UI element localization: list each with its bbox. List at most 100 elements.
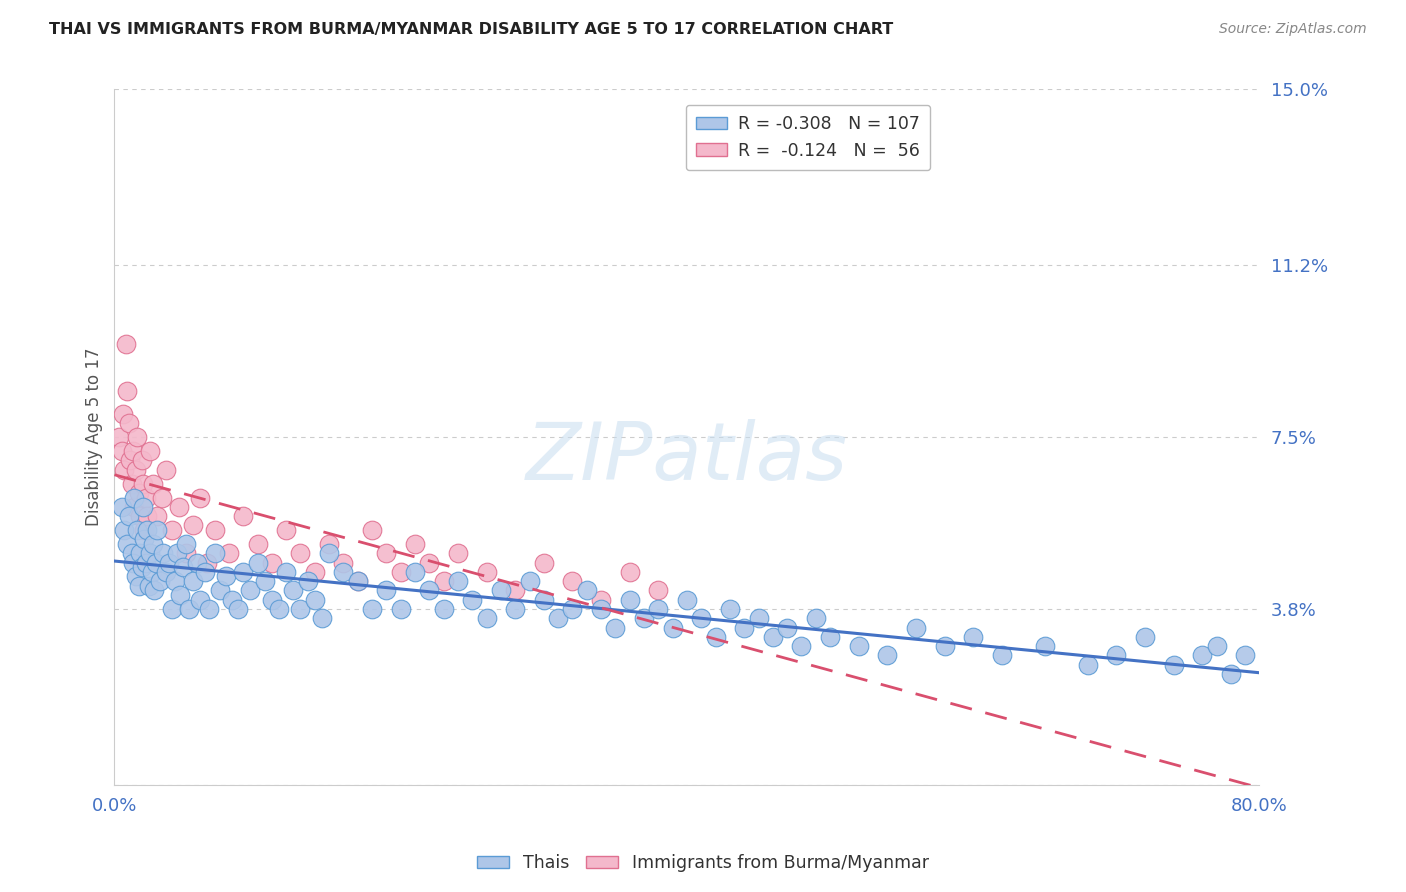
Point <box>290 546 312 560</box>
Point <box>1191 648 1213 663</box>
Point <box>124 500 146 514</box>
Legend: R = -0.308   N = 107, R =  -0.124   N =  56: R = -0.308 N = 107, R = -0.124 N = 56 <box>686 104 931 170</box>
Point <box>260 556 283 570</box>
Point <box>181 518 204 533</box>
Point <box>475 611 498 625</box>
Point <box>143 583 166 598</box>
Point <box>904 621 927 635</box>
Point <box>447 546 470 560</box>
Point <box>389 565 412 579</box>
Point <box>125 569 148 583</box>
Point <box>404 537 426 551</box>
Point <box>747 611 769 625</box>
Point <box>128 486 150 500</box>
Point <box>533 592 555 607</box>
Point <box>332 565 354 579</box>
Point <box>260 592 283 607</box>
Point <box>204 523 226 537</box>
Point <box>134 523 156 537</box>
Point <box>188 592 211 607</box>
Point <box>418 556 440 570</box>
Point <box>591 602 613 616</box>
Point <box>150 491 173 505</box>
Point <box>110 444 132 458</box>
Point <box>519 574 541 588</box>
Point <box>221 592 243 607</box>
Point <box>762 630 785 644</box>
Point <box>1133 630 1156 644</box>
Legend: Thais, Immigrants from Burma/Myanmar: Thais, Immigrants from Burma/Myanmar <box>471 847 935 879</box>
Point <box>135 491 157 505</box>
Point <box>267 602 290 616</box>
Point <box>141 565 163 579</box>
Point <box>253 574 276 588</box>
Point <box>690 611 713 625</box>
Point <box>718 602 741 616</box>
Point <box>461 592 484 607</box>
Point <box>962 630 984 644</box>
Point <box>152 546 174 560</box>
Point <box>226 602 249 616</box>
Point <box>142 537 165 551</box>
Point <box>197 556 219 570</box>
Point <box>1033 639 1056 653</box>
Point <box>139 444 162 458</box>
Point <box>776 621 799 635</box>
Point <box>131 560 153 574</box>
Point <box>647 583 669 598</box>
Point <box>155 463 177 477</box>
Point <box>418 583 440 598</box>
Point <box>489 583 512 598</box>
Point <box>318 546 340 560</box>
Point <box>346 574 368 588</box>
Point <box>246 537 269 551</box>
Point <box>169 588 191 602</box>
Point <box>145 556 167 570</box>
Point <box>131 453 153 467</box>
Point <box>276 565 298 579</box>
Point <box>122 444 145 458</box>
Point <box>172 560 194 574</box>
Point <box>561 602 583 616</box>
Point <box>167 500 190 514</box>
Point <box>676 592 699 607</box>
Point <box>876 648 898 663</box>
Point <box>134 533 156 547</box>
Point <box>991 648 1014 663</box>
Point <box>633 611 655 625</box>
Point <box>215 569 238 583</box>
Point <box>117 537 139 551</box>
Point <box>361 602 384 616</box>
Point <box>232 565 254 579</box>
Point <box>447 574 470 588</box>
Point <box>129 509 152 524</box>
Point <box>107 430 129 444</box>
Point <box>433 602 456 616</box>
Point <box>283 583 305 598</box>
Point <box>174 546 197 560</box>
Point <box>160 523 183 537</box>
Point <box>591 592 613 607</box>
Point <box>149 574 172 588</box>
Point <box>311 611 333 625</box>
Point <box>174 537 197 551</box>
Point <box>848 639 870 653</box>
Point <box>619 592 641 607</box>
Point <box>194 565 217 579</box>
Point <box>404 565 426 579</box>
Y-axis label: Disability Age 5 to 17: Disability Age 5 to 17 <box>86 348 103 526</box>
Point <box>375 583 398 598</box>
Point <box>647 602 669 616</box>
Point <box>818 630 841 644</box>
Point <box>120 453 142 467</box>
Point <box>575 583 598 598</box>
Point <box>246 556 269 570</box>
Point <box>122 556 145 570</box>
Point <box>121 546 143 560</box>
Point <box>547 611 569 625</box>
Point <box>389 602 412 616</box>
Point <box>361 523 384 537</box>
Point <box>1219 667 1241 681</box>
Point <box>112 463 135 477</box>
Point <box>232 509 254 524</box>
